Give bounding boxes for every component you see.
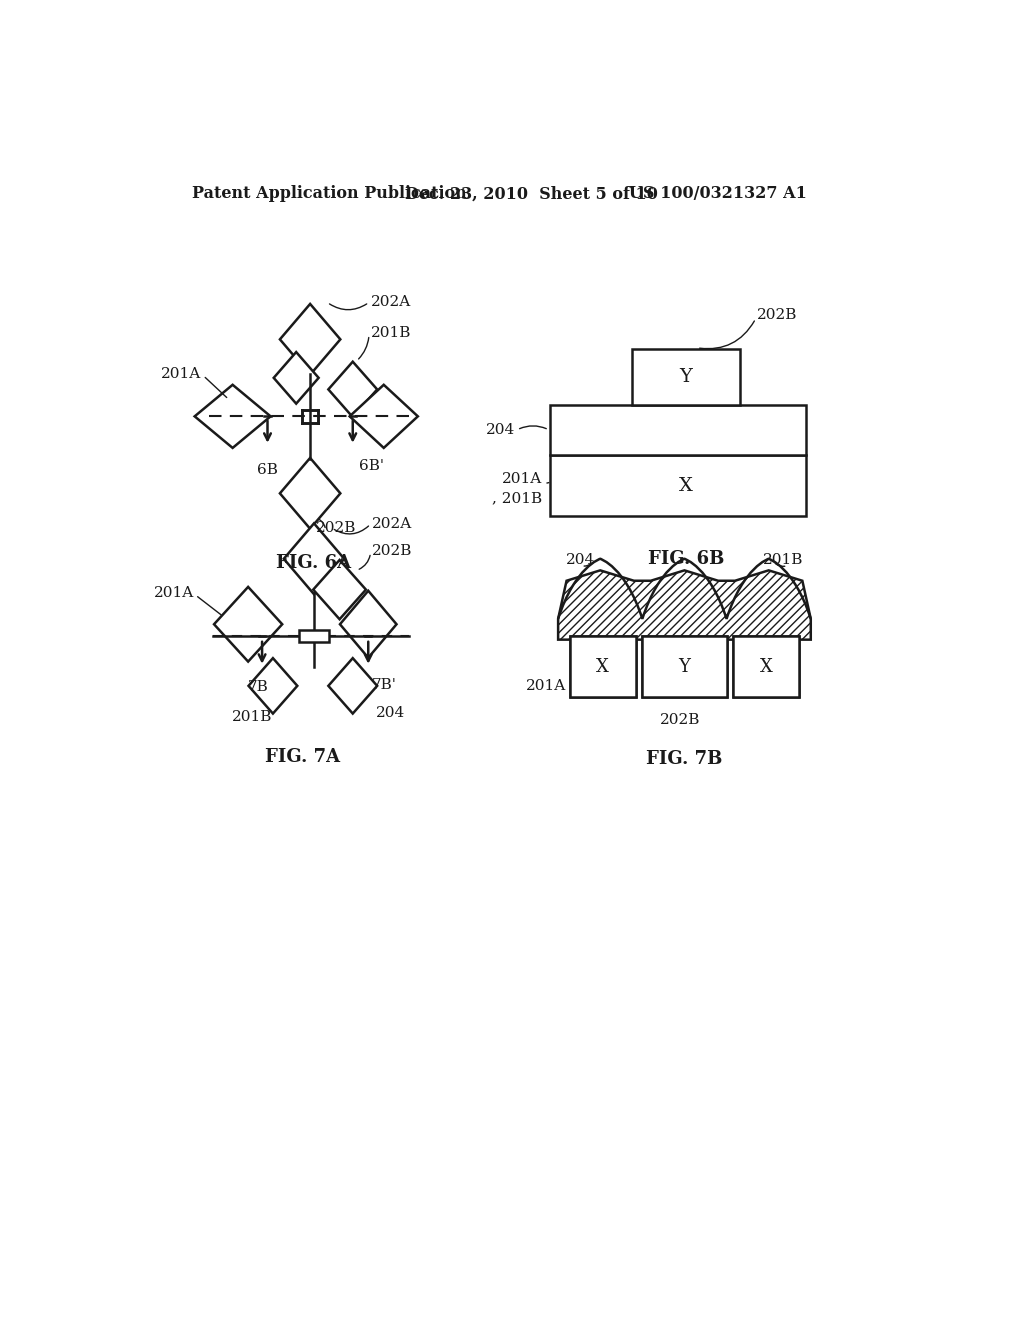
Polygon shape: [214, 587, 283, 661]
Bar: [569, 636, 636, 697]
Text: Patent Application Publication: Patent Application Publication: [191, 185, 466, 202]
Text: Y: Y: [679, 657, 690, 676]
Text: 202B: 202B: [758, 308, 798, 322]
Text: X: X: [679, 477, 693, 495]
Text: 202B: 202B: [660, 714, 700, 727]
Bar: [733, 636, 799, 697]
Text: , 201B: , 201B: [493, 491, 543, 506]
Text: 6B': 6B': [359, 459, 384, 473]
Text: 201A: 201A: [525, 678, 566, 693]
Text: X: X: [760, 657, 773, 676]
Text: 201B: 201B: [231, 710, 272, 723]
Text: 201B: 201B: [763, 553, 803, 568]
Bar: [642, 636, 727, 697]
Bar: [733, 636, 799, 697]
Text: 202A: 202A: [371, 296, 411, 309]
Polygon shape: [329, 362, 377, 417]
Text: US 100/0321327 A1: US 100/0321327 A1: [630, 185, 807, 202]
Text: X: X: [760, 657, 773, 676]
Text: 204: 204: [376, 706, 406, 719]
Text: 201A: 201A: [154, 586, 194, 601]
Text: FIG. 7B: FIG. 7B: [646, 750, 723, 768]
Polygon shape: [349, 385, 418, 447]
Text: 202B: 202B: [316, 521, 356, 535]
Text: FIG. 6A: FIG. 6A: [276, 553, 351, 572]
Polygon shape: [284, 524, 344, 594]
Text: 202A: 202A: [372, 517, 413, 531]
Polygon shape: [558, 570, 811, 640]
Text: 201A: 201A: [503, 473, 543, 487]
Text: 201B: 201B: [371, 326, 411, 341]
Bar: [642, 636, 727, 697]
Text: Dec. 23, 2010  Sheet 5 of 10: Dec. 23, 2010 Sheet 5 of 10: [406, 185, 658, 202]
Text: 204: 204: [486, 422, 515, 437]
Bar: [299, 630, 329, 642]
Text: 204: 204: [566, 553, 595, 568]
Text: X: X: [596, 657, 609, 676]
Polygon shape: [249, 659, 297, 714]
Polygon shape: [280, 458, 340, 529]
Bar: [632, 350, 740, 405]
Polygon shape: [280, 304, 340, 375]
Polygon shape: [273, 352, 318, 404]
Polygon shape: [340, 591, 396, 657]
Text: Y: Y: [679, 657, 690, 676]
Polygon shape: [313, 560, 366, 619]
Text: 7B: 7B: [248, 681, 268, 694]
Bar: [550, 455, 806, 516]
Text: 6B: 6B: [257, 462, 278, 477]
Polygon shape: [329, 659, 377, 714]
Polygon shape: [195, 385, 270, 447]
Text: FIG. 7A: FIG. 7A: [265, 748, 340, 767]
Text: 7B': 7B': [372, 678, 397, 692]
Text: X: X: [596, 657, 609, 676]
Text: Y: Y: [680, 368, 692, 385]
Bar: [569, 636, 636, 697]
Bar: [550, 405, 806, 455]
Text: 202B: 202B: [372, 544, 413, 558]
Text: FIG. 6B: FIG. 6B: [648, 550, 724, 568]
Text: 201A: 201A: [162, 367, 202, 381]
